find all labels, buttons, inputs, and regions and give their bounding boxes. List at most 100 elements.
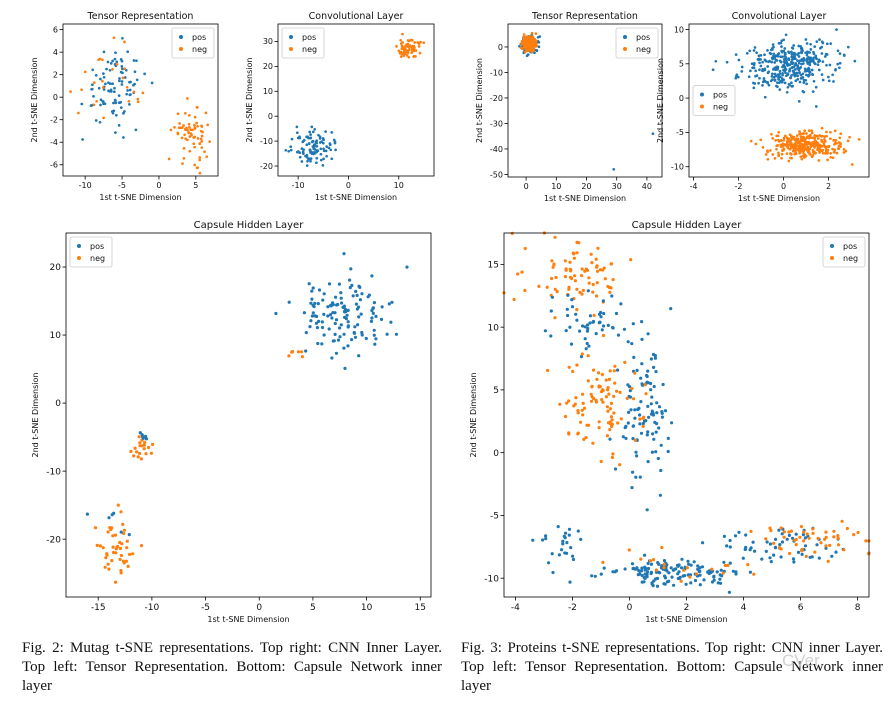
point-pos <box>309 136 313 140</box>
point-pos <box>331 339 335 343</box>
point-neg <box>290 349 295 354</box>
point-pos <box>295 125 299 129</box>
point-neg <box>581 288 586 292</box>
point-pos <box>757 54 761 58</box>
point-pos <box>287 149 291 153</box>
point-neg <box>746 563 750 567</box>
point-pos <box>804 78 808 82</box>
point-pos <box>597 312 602 316</box>
point-pos <box>117 94 121 97</box>
point-pos <box>803 536 808 540</box>
point-neg <box>610 455 615 460</box>
point-pos <box>350 283 354 287</box>
point-neg <box>816 137 820 140</box>
point-pos <box>108 82 112 86</box>
point-pos <box>611 325 615 330</box>
point-pos <box>322 157 325 161</box>
point-neg <box>524 45 527 49</box>
scatter-points <box>284 32 426 167</box>
point-neg <box>781 149 784 153</box>
point-pos <box>679 566 684 570</box>
point-neg <box>623 360 627 364</box>
point-pos <box>758 76 761 80</box>
point-pos <box>805 73 808 77</box>
point-neg <box>651 558 656 562</box>
point-pos <box>791 557 796 561</box>
point-pos <box>306 136 310 139</box>
point-pos <box>635 454 639 458</box>
point-pos <box>749 69 752 73</box>
point-neg <box>193 145 196 149</box>
point-neg <box>116 503 120 507</box>
point-pos <box>653 356 658 360</box>
point-neg <box>615 389 619 393</box>
point-pos <box>789 76 792 79</box>
point-neg <box>142 447 146 451</box>
point-pos <box>753 549 757 553</box>
point-neg <box>811 150 815 154</box>
point-pos <box>112 90 116 94</box>
point-pos <box>587 344 591 348</box>
point-neg <box>132 454 136 458</box>
point-pos <box>790 62 794 66</box>
point-neg <box>195 106 199 109</box>
point-neg <box>625 396 629 400</box>
point-pos <box>660 564 664 568</box>
point-neg <box>807 129 811 132</box>
point-pos <box>745 52 749 55</box>
point-pos <box>666 449 670 454</box>
point-neg <box>151 442 155 446</box>
point-neg <box>804 140 808 144</box>
point-pos <box>120 80 124 83</box>
point-pos <box>113 86 116 90</box>
point-pos <box>763 67 767 71</box>
legend-box <box>171 27 215 59</box>
legend-marker-neg <box>289 47 293 51</box>
point-neg <box>770 132 773 136</box>
point-pos <box>835 28 838 31</box>
point-pos <box>652 384 656 389</box>
point-pos <box>111 82 114 86</box>
point-pos <box>666 436 670 440</box>
legend-label-pos: pos <box>192 33 206 42</box>
x-tick-label: 5 <box>193 181 198 190</box>
point-pos <box>775 65 779 69</box>
point-pos <box>635 566 639 570</box>
point-pos <box>342 332 346 336</box>
point-pos <box>814 54 818 58</box>
point-pos <box>91 83 94 87</box>
point-pos <box>806 62 810 65</box>
point-pos <box>760 557 764 561</box>
point-neg <box>188 135 192 138</box>
point-pos <box>132 59 136 62</box>
point-pos <box>350 338 354 342</box>
point-pos <box>331 301 335 305</box>
point-pos <box>636 573 640 577</box>
point-pos <box>740 65 744 69</box>
point-pos <box>134 128 138 132</box>
point-pos <box>777 528 781 532</box>
point-neg <box>595 294 599 298</box>
point-neg <box>575 363 579 367</box>
point-neg <box>574 396 578 400</box>
point-pos <box>322 147 325 151</box>
point-neg <box>817 149 821 153</box>
point-pos <box>776 54 780 58</box>
point-neg <box>143 440 147 444</box>
point-pos <box>778 88 782 91</box>
point-neg <box>568 267 572 271</box>
point-neg <box>613 364 617 368</box>
point-pos <box>797 44 801 48</box>
point-neg <box>799 150 802 154</box>
point-pos <box>821 78 825 82</box>
point-pos <box>304 154 307 158</box>
point-pos <box>652 437 656 441</box>
point-pos <box>302 311 306 315</box>
point-pos <box>808 51 811 54</box>
point-pos <box>336 302 340 307</box>
scatter-points <box>85 252 409 584</box>
point-pos <box>786 72 790 76</box>
point-neg <box>193 115 197 119</box>
point-pos <box>838 66 841 70</box>
point-neg <box>603 277 607 281</box>
